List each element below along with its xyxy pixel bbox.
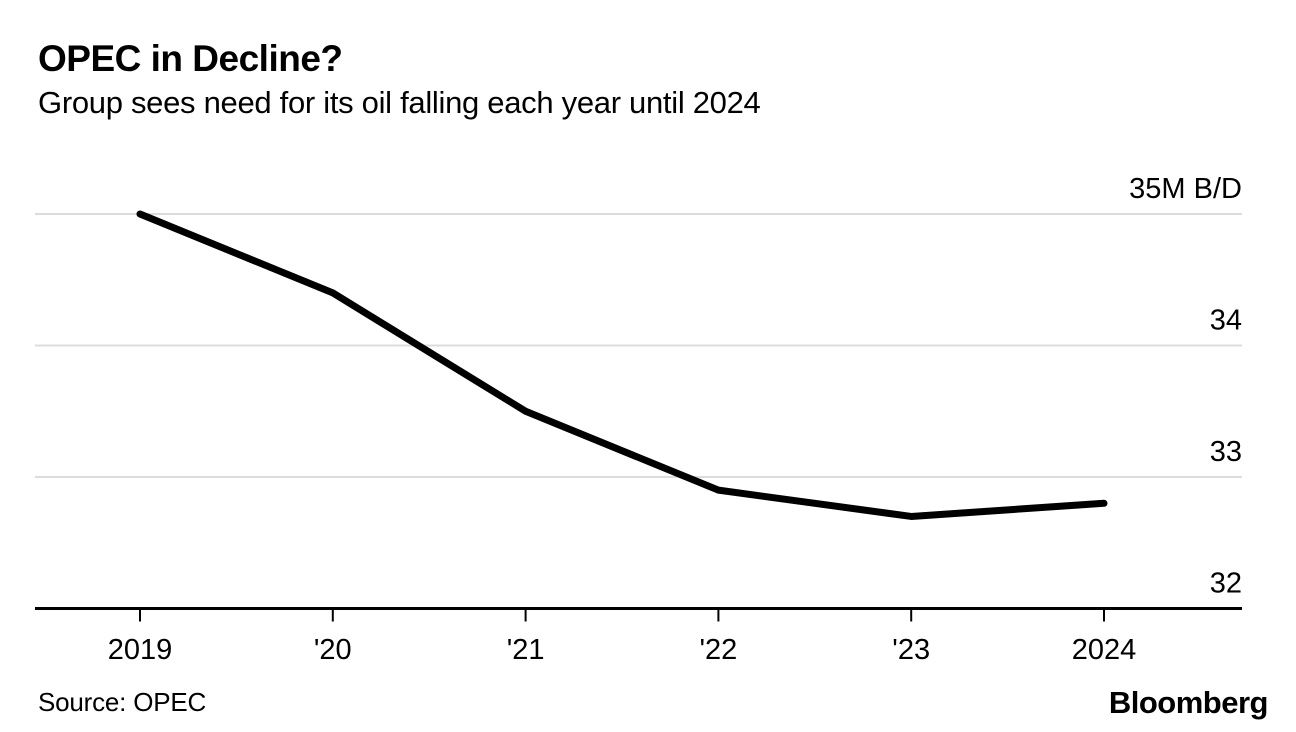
svg-text:'22: '22 xyxy=(700,634,738,666)
svg-text:'23: '23 xyxy=(892,634,930,666)
svg-text:'21: '21 xyxy=(507,634,545,666)
x-axis-ticks xyxy=(139,609,1105,622)
svg-text:32: 32 xyxy=(1210,568,1242,600)
x-axis-labels: 2019 '20 '21 '22 '23 2024 xyxy=(108,634,1137,666)
svg-text:33: 33 xyxy=(1210,436,1242,468)
y-axis-labels: 35M B/D 34 33 32 xyxy=(1129,173,1242,600)
series-line xyxy=(136,210,1108,520)
svg-text:35M B/D: 35M B/D xyxy=(1129,173,1242,205)
source-label: Source: OPEC xyxy=(38,687,207,717)
chart-subtitle: Group sees need for its oil falling each… xyxy=(38,85,761,120)
svg-text:2024: 2024 xyxy=(1072,634,1137,666)
svg-text:'20: '20 xyxy=(314,634,352,666)
bloomberg-logo: Bloomberg xyxy=(1108,685,1269,720)
gridlines xyxy=(35,213,1242,478)
chart-title: OPEC in Decline? xyxy=(38,38,343,79)
svg-text:2019: 2019 xyxy=(108,634,173,666)
svg-text:34: 34 xyxy=(1210,305,1242,337)
